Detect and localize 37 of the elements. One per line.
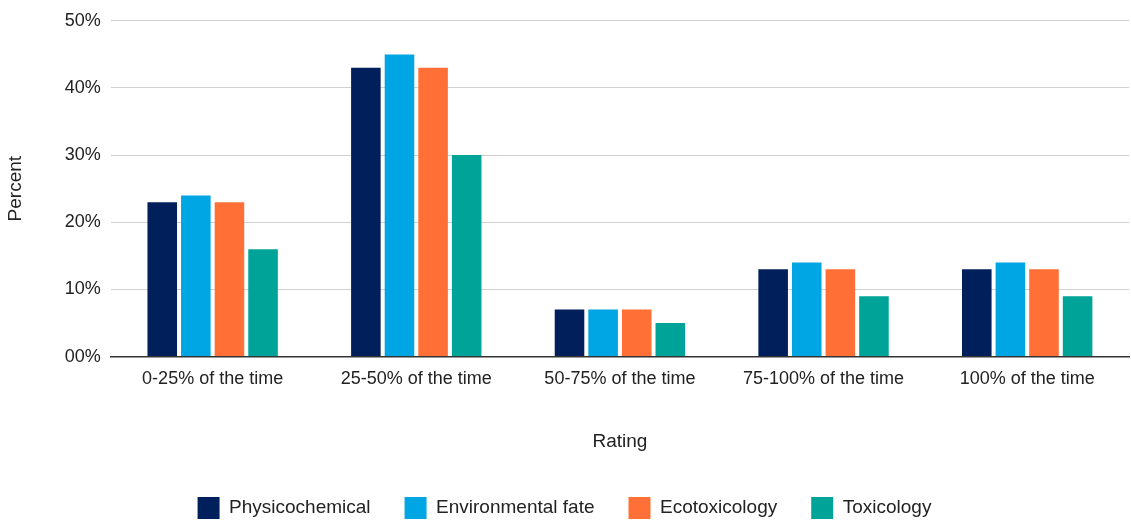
bar	[554, 309, 585, 357]
x-axis-title: Rating	[592, 429, 648, 451]
x-tick-label: 0-25% of the time	[142, 368, 284, 389]
bar	[418, 67, 448, 357]
x-tick-label: 25-50% of the time	[340, 368, 492, 389]
legend-label: Ecotoxicology	[659, 496, 778, 518]
bar	[181, 195, 211, 357]
y-tick-label: 40%	[64, 76, 101, 97]
bar	[825, 269, 856, 357]
legend-label: Physicochemical	[229, 496, 371, 518]
bar	[995, 262, 1026, 357]
x-tick-label: 75-100% of the time	[742, 368, 905, 389]
x-tick-label: 100% of the time	[959, 368, 1095, 389]
bar	[351, 67, 381, 357]
bar	[758, 269, 788, 357]
bar	[1029, 269, 1059, 357]
bar	[621, 309, 652, 357]
bar	[384, 54, 415, 357]
legend-label: Toxicology	[842, 496, 932, 518]
y-tick-label: 00%	[64, 345, 101, 366]
bar	[859, 296, 889, 357]
x-tick-label: 50-75% of the time	[544, 368, 696, 389]
bar	[791, 262, 822, 357]
y-tick-label: 10%	[64, 278, 101, 299]
bar	[214, 202, 245, 357]
bar	[588, 309, 618, 357]
y-axis-title: Percent	[3, 155, 25, 222]
bar	[147, 202, 178, 357]
y-tick-label: 50%	[64, 9, 101, 30]
y-tick-label: 20%	[64, 211, 101, 232]
bar	[962, 269, 992, 357]
bar	[248, 249, 278, 357]
y-tick-label: 30%	[64, 144, 101, 165]
legend-label: Environmental fate	[436, 496, 595, 518]
bar	[655, 323, 686, 357]
bar	[1062, 296, 1093, 357]
bar	[451, 155, 482, 357]
